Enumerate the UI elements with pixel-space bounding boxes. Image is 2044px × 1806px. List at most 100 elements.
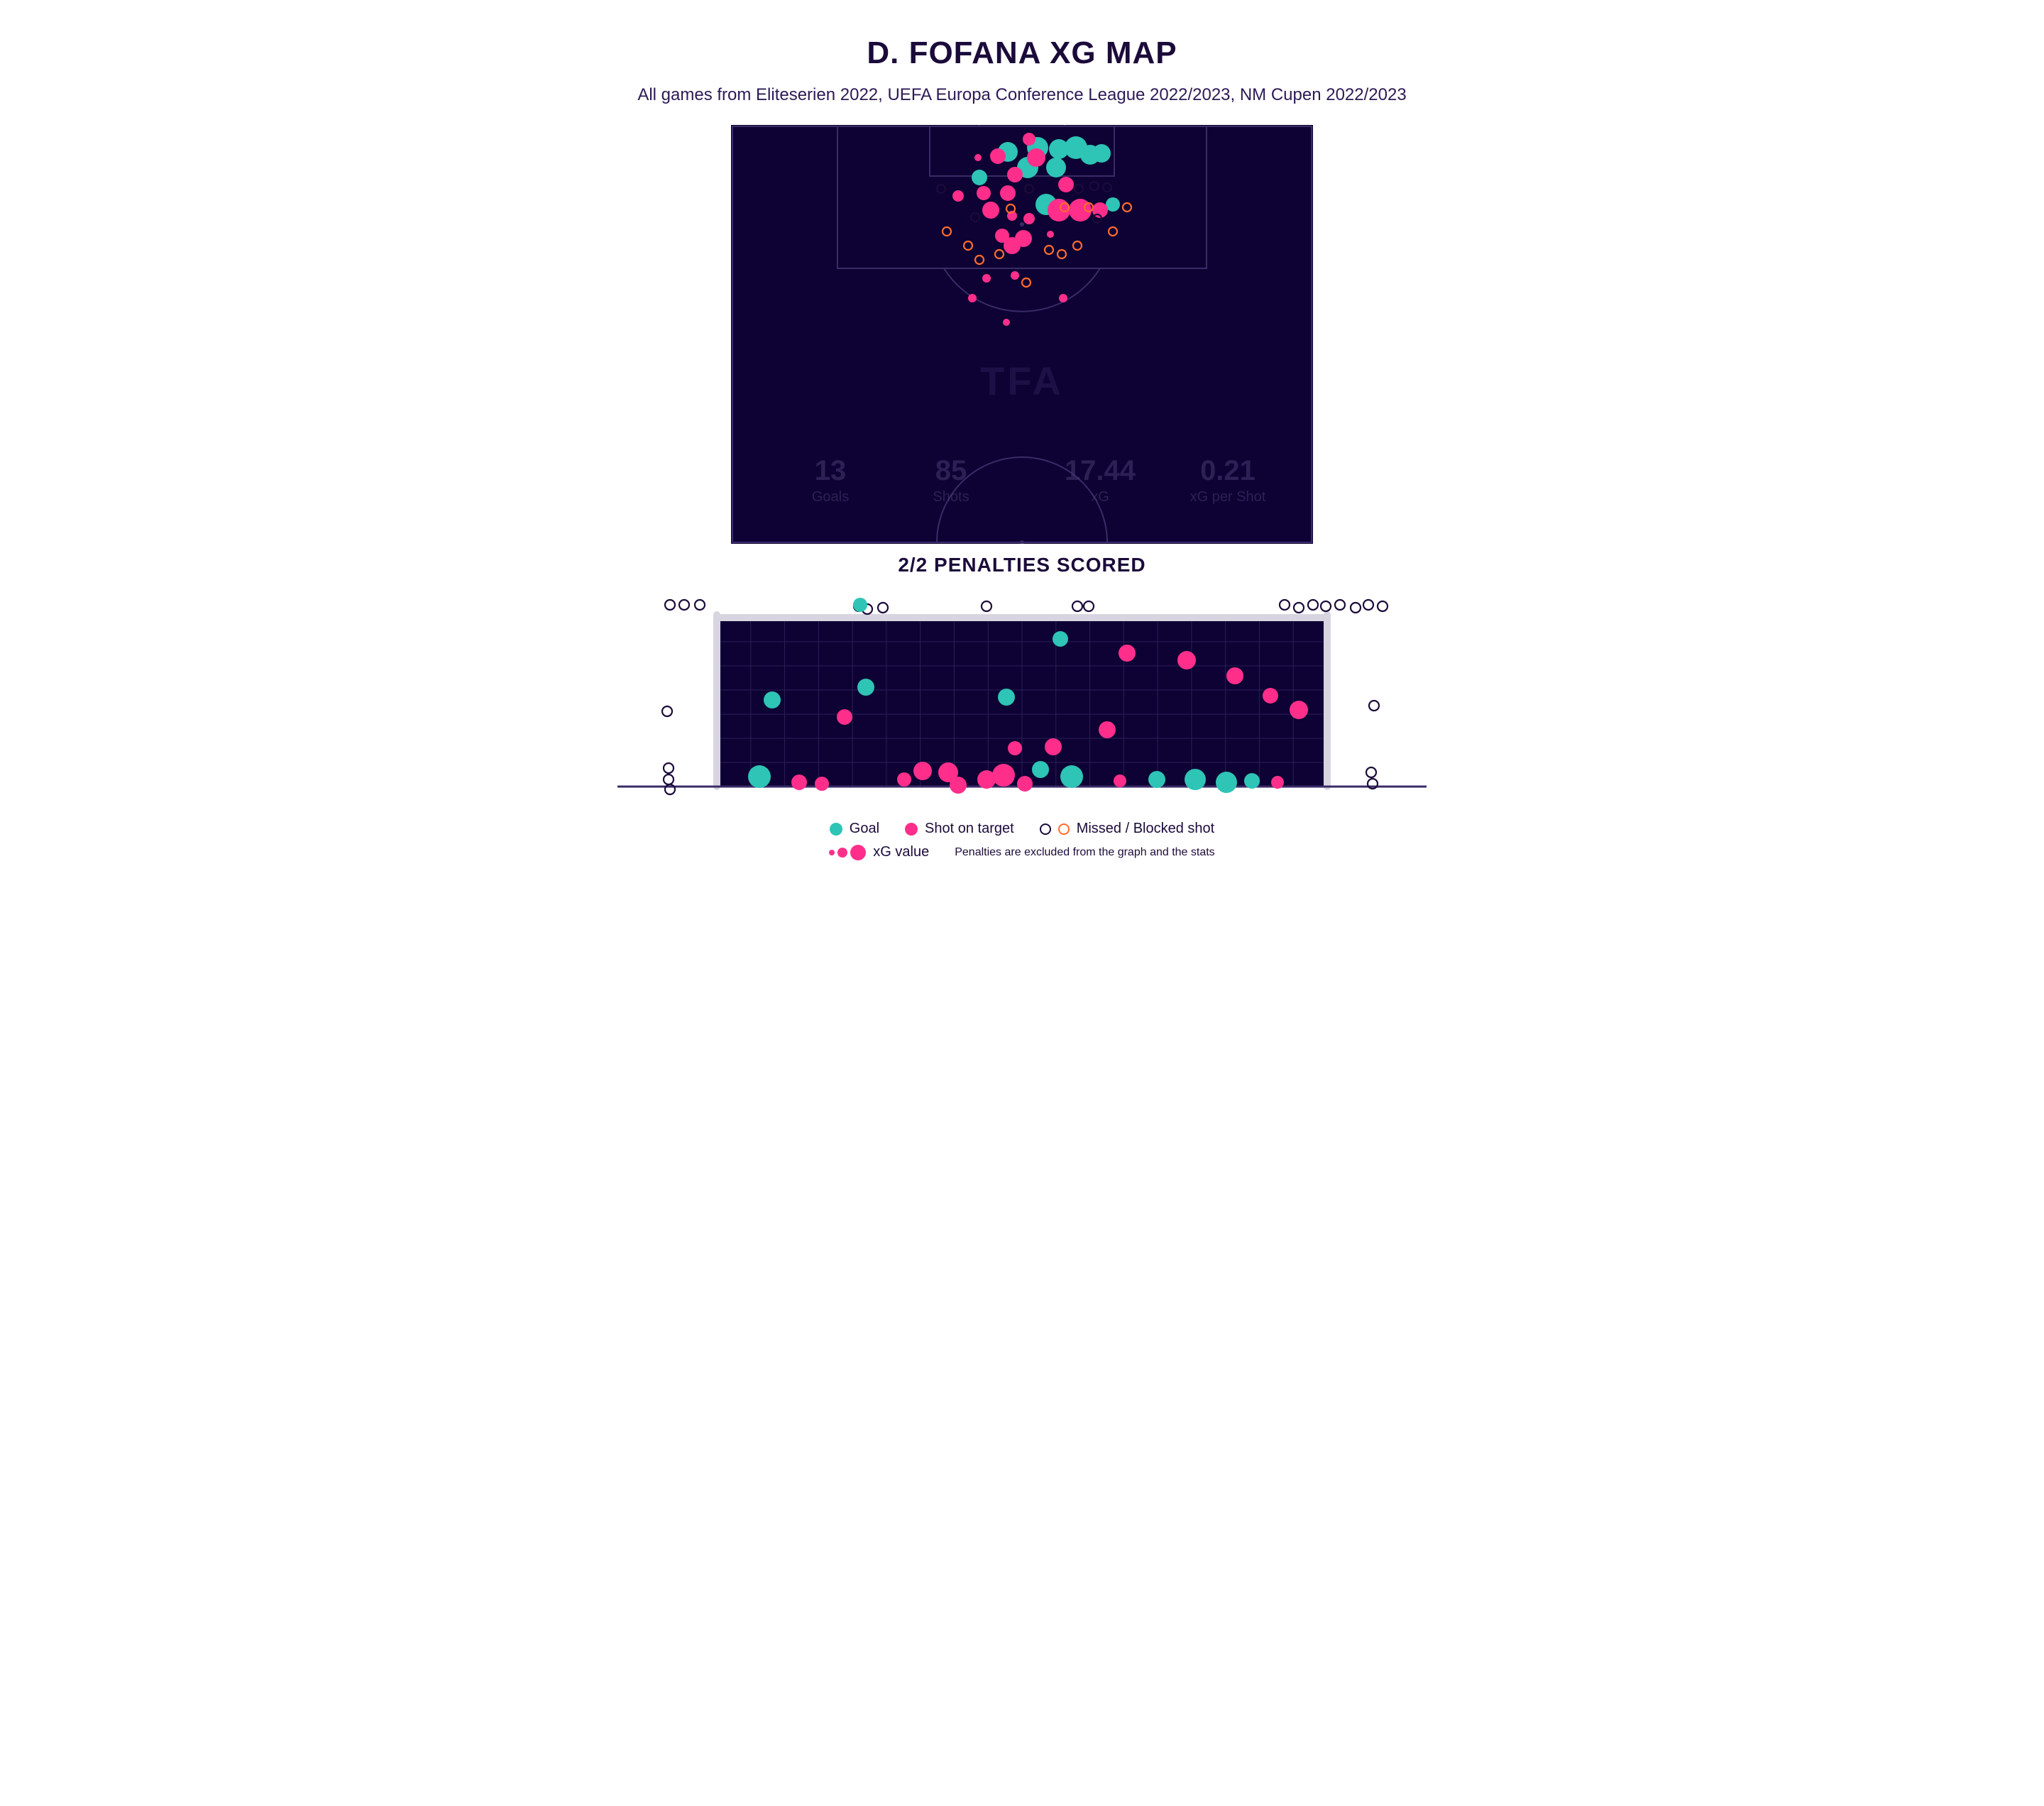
goal-shot-marker bbox=[982, 601, 991, 611]
legend-row-2: xG value Penalties are excluded from the… bbox=[546, 844, 1498, 860]
pitch-shot-marker bbox=[1011, 271, 1019, 280]
goal-shot-marker bbox=[1053, 631, 1068, 647]
goal-shot-marker bbox=[1335, 600, 1345, 610]
legend-xg-label: xG value bbox=[873, 844, 929, 860]
missed-ring-dark-icon bbox=[1040, 823, 1051, 835]
goal-shot-marker bbox=[1084, 601, 1094, 611]
goal-shot-marker bbox=[1321, 601, 1331, 611]
goal-shot-marker bbox=[1226, 667, 1243, 684]
goal-shot-marker bbox=[1308, 600, 1318, 610]
pitch-container: TFA 13 Goals 85 Shots 17.44 xG 0.21 xG per Shot bbox=[546, 125, 1498, 544]
goal-shot-marker bbox=[1072, 601, 1082, 611]
goal-shot-marker bbox=[1017, 776, 1033, 792]
pitch-shot-marker bbox=[972, 170, 987, 185]
pitch-stat-label: Goals bbox=[812, 489, 849, 505]
pitch-shot-marker bbox=[1046, 158, 1066, 177]
goal-svg bbox=[617, 584, 1427, 811]
pitch-shot-marker bbox=[1023, 213, 1035, 224]
pitch-shot-marker bbox=[982, 274, 991, 283]
pitch-shot-marker bbox=[1007, 167, 1023, 182]
legend-note: Penalties are excluded from the graph an… bbox=[955, 846, 1214, 859]
goal-shot-marker bbox=[897, 772, 911, 787]
goal-shot-marker bbox=[1185, 769, 1206, 790]
goal-shot-marker bbox=[1060, 765, 1083, 788]
goal-shot-marker bbox=[748, 765, 771, 788]
goal-shot-marker bbox=[998, 689, 1015, 706]
pitch-shot-marker bbox=[1027, 148, 1045, 167]
pitch-shot-marker bbox=[1059, 294, 1067, 302]
svg-text:TFA: TFA bbox=[980, 359, 1064, 403]
goal-shot-marker bbox=[1369, 701, 1379, 711]
pitch-shot-marker bbox=[1047, 231, 1054, 238]
goal-shot-marker bbox=[1244, 773, 1260, 789]
sot-dot-icon bbox=[905, 823, 918, 836]
goal-container bbox=[546, 584, 1498, 811]
goal-shot-marker bbox=[815, 777, 829, 791]
goal-shot-marker bbox=[1216, 772, 1237, 793]
goal-shot-marker bbox=[857, 679, 874, 696]
pitch-shot-marker bbox=[1000, 185, 1016, 201]
legend-row-1: Goal Shot on target Missed / Blocked sho… bbox=[546, 821, 1498, 837]
pitch-shot-marker bbox=[977, 186, 991, 200]
pitch-stat-value: 85 bbox=[935, 455, 967, 486]
goal-shot-marker bbox=[1114, 775, 1126, 787]
penalties-text: 2/2 PENALTIES SCORED bbox=[546, 554, 1498, 576]
pitch-shot-marker bbox=[1092, 144, 1111, 163]
goal-shot-marker bbox=[665, 600, 675, 610]
missed-ring-orange-icon bbox=[1058, 823, 1070, 835]
pitch-shot-marker bbox=[1106, 197, 1120, 212]
goal-shot-marker bbox=[1177, 651, 1196, 669]
legend-xg: xG value bbox=[829, 844, 929, 860]
pitch-shot-marker bbox=[1003, 319, 1010, 326]
pitch-shot-marker bbox=[1069, 199, 1092, 221]
goal-shot-marker bbox=[992, 764, 1015, 787]
pitch-shot-marker bbox=[1058, 177, 1074, 192]
legend-sot: Shot on target bbox=[905, 821, 1014, 837]
goal-shot-marker bbox=[1099, 721, 1116, 738]
legend-goal-label: Goal bbox=[850, 821, 879, 837]
pitch-svg: TFA 13 Goals 85 Shots 17.44 xG 0.21 xG per Shot bbox=[731, 125, 1313, 544]
goal-shot-marker bbox=[791, 775, 807, 790]
legend-goal: Goal bbox=[830, 821, 879, 837]
goal-shot-marker bbox=[1366, 767, 1376, 777]
pitch-stat-label: xG bbox=[1091, 489, 1109, 505]
pitch-shot-marker bbox=[1023, 133, 1035, 146]
goal-shot-marker bbox=[662, 706, 672, 716]
goal-shot-marker bbox=[695, 600, 705, 610]
pitch-stat-value: 13 bbox=[815, 455, 847, 486]
goal-shot-marker bbox=[1032, 761, 1049, 778]
goal-shot-marker bbox=[853, 598, 867, 612]
goal-shot-marker bbox=[1263, 688, 1278, 704]
xg-map-card: D. FOFANA XG MAP All games from Eliteser… bbox=[518, 14, 1526, 882]
goal-shot-marker bbox=[1271, 776, 1284, 789]
goal-shot-marker bbox=[1378, 601, 1388, 611]
goal-shot-marker bbox=[1008, 741, 1022, 755]
goal-shot-marker bbox=[950, 777, 967, 794]
goal-shot-marker bbox=[664, 763, 674, 773]
chart-subtitle: All games from Eliteserien 2022, UEFA Eu… bbox=[546, 84, 1498, 106]
pitch-shot-marker bbox=[974, 154, 982, 161]
goal-shot-marker bbox=[664, 775, 674, 784]
pitch-stat-label: Shots bbox=[933, 489, 969, 505]
goal-shot-marker bbox=[913, 762, 932, 780]
legend-missed-label: Missed / Blocked shot bbox=[1077, 821, 1215, 837]
legend-sot-label: Shot on target bbox=[925, 821, 1014, 837]
pitch-stat-value: 17.44 bbox=[1065, 455, 1136, 486]
pitch-shot-marker bbox=[952, 190, 964, 202]
goal-dot-icon bbox=[830, 823, 842, 836]
pitch-stat-label: xG per Shot bbox=[1190, 489, 1266, 505]
goal-shot-marker bbox=[1294, 603, 1304, 613]
goal-shot-marker bbox=[1363, 600, 1373, 610]
pitch-shot-marker bbox=[1015, 230, 1032, 247]
goal-shot-marker bbox=[764, 691, 781, 708]
goal-shot-marker bbox=[1280, 600, 1290, 610]
goal-shot-marker bbox=[1351, 603, 1361, 613]
goal-shot-marker bbox=[1148, 771, 1165, 788]
goal-shot-marker bbox=[1290, 701, 1308, 719]
pitch-stat-value: 0.21 bbox=[1200, 455, 1255, 486]
goal-shot-marker bbox=[837, 709, 852, 725]
chart-title: D. FOFANA XG MAP bbox=[546, 35, 1498, 71]
pitch-shot-marker bbox=[990, 148, 1006, 164]
xg-bubbles-icon bbox=[829, 845, 866, 860]
legend-missed: Missed / Blocked shot bbox=[1040, 821, 1215, 837]
